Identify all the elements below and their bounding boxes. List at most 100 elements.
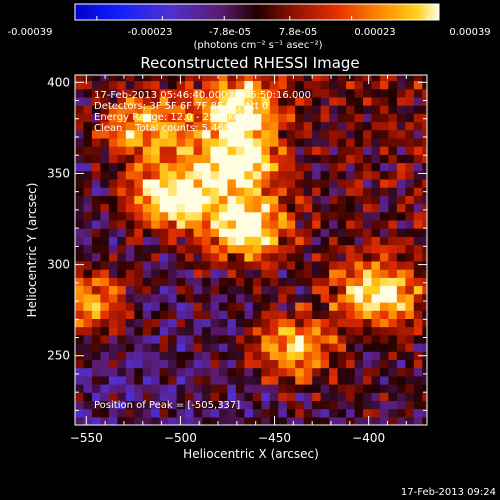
heatmap-cell bbox=[134, 302, 144, 311]
heatmap-cell bbox=[219, 88, 229, 98]
heatmap-cell bbox=[371, 343, 381, 352]
heatmap-cell bbox=[151, 129, 161, 139]
heatmap-cell bbox=[329, 162, 339, 172]
heatmap-cell bbox=[422, 367, 427, 377]
heatmap-cell bbox=[159, 162, 169, 172]
heatmap-cell bbox=[363, 392, 373, 401]
heatmap-cell bbox=[227, 113, 237, 123]
heatmap-cell bbox=[422, 105, 427, 114]
heatmap-cell bbox=[363, 400, 373, 410]
heatmap-cell bbox=[405, 211, 415, 221]
heatmap-cell bbox=[244, 359, 254, 369]
heatmap-cell bbox=[396, 121, 406, 131]
heatmap-cell bbox=[91, 302, 101, 311]
heatmap-cell bbox=[91, 392, 101, 401]
heatmap-cell bbox=[235, 75, 245, 82]
heatmap-cell bbox=[202, 121, 212, 131]
heatmap-cell bbox=[329, 146, 339, 155]
heatmap-cell bbox=[227, 178, 237, 188]
heatmap-cell bbox=[210, 269, 220, 278]
heatmap-cell bbox=[388, 154, 398, 164]
heatmap-cell bbox=[286, 318, 296, 328]
heatmap-cell bbox=[261, 367, 271, 377]
heatmap-cell bbox=[261, 260, 271, 270]
heatmap-cell bbox=[219, 129, 229, 139]
heatmap-cell bbox=[405, 367, 415, 377]
heatmap-cell bbox=[151, 137, 161, 147]
heatmap-cell bbox=[303, 416, 313, 425]
heatmap-cell bbox=[235, 228, 245, 237]
heatmap-cell bbox=[422, 260, 427, 270]
heatmap-cell bbox=[235, 178, 245, 188]
heatmap-cell bbox=[176, 170, 186, 180]
heatmap-cell bbox=[303, 75, 313, 82]
heatmap-cell bbox=[278, 416, 288, 425]
heatmap-cell bbox=[278, 310, 288, 319]
heatmap-cell bbox=[210, 326, 220, 336]
heatmap-cell bbox=[185, 203, 195, 213]
heatmap-cell bbox=[329, 408, 339, 418]
heatmap-cell bbox=[346, 343, 356, 352]
heatmap-cell bbox=[219, 195, 229, 205]
heatmap-cell bbox=[108, 293, 118, 303]
heatmap-cell bbox=[303, 252, 313, 262]
heatmap-cell bbox=[202, 285, 212, 295]
heatmap-cell bbox=[235, 195, 245, 205]
heatmap-cell bbox=[405, 326, 415, 336]
heatmap-cell bbox=[83, 269, 93, 278]
heatmap-cell bbox=[422, 121, 427, 131]
heatmap-cell bbox=[303, 113, 313, 123]
heatmap-cell bbox=[235, 105, 245, 114]
heatmap-cell bbox=[91, 129, 101, 139]
heatmap-cell bbox=[422, 293, 427, 303]
heatmap-cell bbox=[142, 96, 152, 106]
heatmap-cell bbox=[151, 80, 161, 90]
heatmap-cell bbox=[346, 416, 356, 425]
heatmap-cell bbox=[346, 269, 356, 278]
heatmap-cell bbox=[108, 343, 118, 352]
heatmap-cell bbox=[396, 277, 406, 287]
heatmap-cell bbox=[388, 137, 398, 147]
heatmap-cell bbox=[176, 88, 186, 98]
heatmap-cell bbox=[75, 195, 85, 205]
heatmap-cell bbox=[396, 96, 406, 106]
heatmap-cell bbox=[413, 400, 423, 410]
heatmap-cell bbox=[227, 400, 237, 410]
heatmap-cell bbox=[108, 351, 118, 360]
heatmap-cell bbox=[193, 359, 203, 369]
heatmap-cell bbox=[117, 178, 127, 188]
heatmap-cell bbox=[363, 285, 373, 295]
heatmap-cell bbox=[329, 105, 339, 114]
heatmap-cell bbox=[320, 211, 330, 221]
heatmap-cell bbox=[235, 260, 245, 270]
heatmap-cell bbox=[185, 375, 195, 385]
heatmap-cell bbox=[312, 252, 322, 262]
footer-timestamp: 17-Feb-2013 09:24 bbox=[401, 487, 496, 498]
heatmap-cell bbox=[244, 154, 254, 164]
heatmap-cell bbox=[210, 367, 220, 377]
heatmap-cell bbox=[320, 203, 330, 213]
heatmap-cell bbox=[117, 75, 127, 82]
heatmap-cell bbox=[168, 154, 178, 164]
heatmap-cell bbox=[363, 359, 373, 369]
heatmap-cell bbox=[176, 137, 186, 147]
heatmap-cell bbox=[329, 195, 339, 205]
heatmap-cell bbox=[354, 129, 364, 139]
heatmap-cell bbox=[388, 211, 398, 221]
heatmap-cell bbox=[371, 236, 381, 246]
heatmap-cell bbox=[134, 162, 144, 172]
heatmap-cell bbox=[278, 260, 288, 270]
heatmap-cell bbox=[303, 211, 313, 221]
heatmap-cell bbox=[244, 96, 254, 106]
heatmap-cell bbox=[405, 195, 415, 205]
heatmap-cell bbox=[117, 318, 127, 328]
heatmap-cell bbox=[134, 195, 144, 205]
heatmap-cell bbox=[337, 310, 347, 319]
heatmap-cell bbox=[388, 367, 398, 377]
heatmap-cell bbox=[261, 343, 271, 352]
heatmap-cell bbox=[286, 129, 296, 139]
heatmap-cell bbox=[261, 154, 271, 164]
heatmap-cell bbox=[227, 211, 237, 221]
heatmap-cell bbox=[388, 170, 398, 180]
heatmap-cell bbox=[117, 154, 127, 164]
